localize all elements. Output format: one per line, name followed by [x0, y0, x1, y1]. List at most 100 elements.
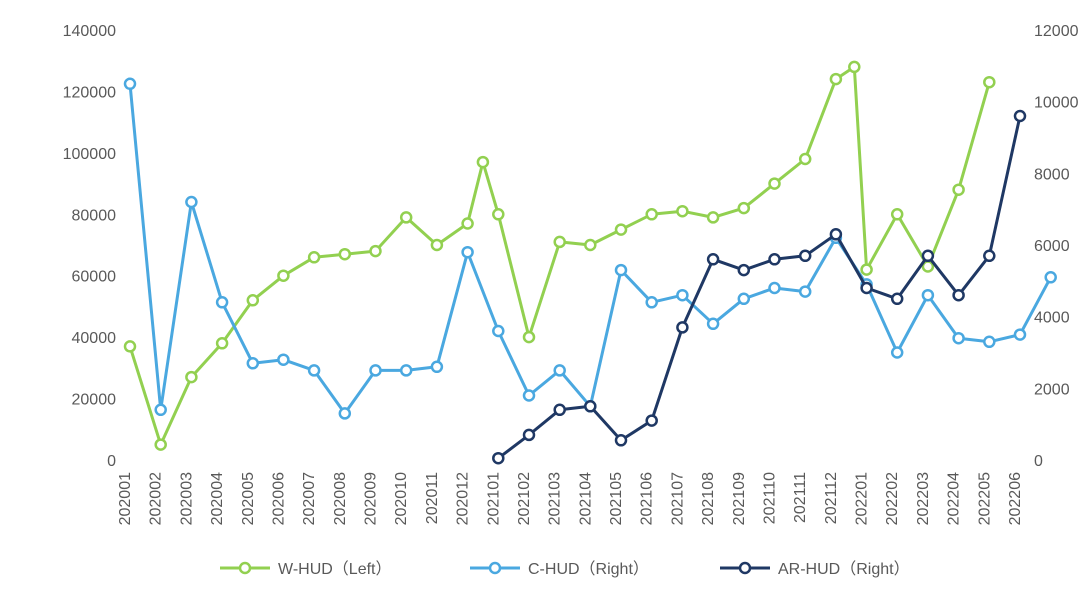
series-marker	[616, 265, 626, 275]
series-marker	[984, 77, 994, 87]
series-marker	[647, 209, 657, 219]
series-marker	[770, 179, 780, 189]
series-marker	[984, 251, 994, 261]
series-marker	[954, 333, 964, 343]
series-marker	[954, 290, 964, 300]
series-marker	[739, 294, 749, 304]
series-marker	[278, 355, 288, 365]
x-axis-category-label: 202001	[117, 472, 134, 525]
x-axis-category-label: 202203	[915, 472, 932, 525]
left-axis-tick-label: 140000	[63, 23, 116, 40]
series-marker	[463, 247, 473, 257]
series-marker	[984, 337, 994, 347]
left-axis-tick-label: 120000	[63, 84, 116, 101]
x-axis-category-label: 202004	[209, 472, 226, 525]
series-marker	[524, 391, 534, 401]
series-marker	[800, 154, 810, 164]
left-axis-tick-label: 60000	[72, 269, 117, 286]
series-marker	[340, 408, 350, 418]
x-axis-category-label: 202112	[823, 472, 840, 524]
legend-marker-sample	[490, 563, 500, 573]
series-marker	[708, 254, 718, 264]
series-marker	[585, 401, 595, 411]
legend-label: W-HUD（Left）	[278, 560, 392, 578]
x-axis-category-label: 202110	[761, 472, 778, 524]
series-marker	[309, 252, 319, 262]
series-marker	[248, 295, 258, 305]
x-axis-category-label: 202109	[731, 472, 748, 525]
series-marker	[156, 440, 166, 450]
series-marker	[831, 229, 841, 239]
chart-svg: 0200004000060000800001000001200001400000…	[0, 0, 1080, 594]
hud-line-chart: 0200004000060000800001000001200001400000…	[0, 0, 1080, 594]
x-axis-category-label: 202101	[485, 472, 502, 525]
series-marker	[923, 290, 933, 300]
x-axis-category-label: 202010	[393, 472, 410, 525]
series-marker	[892, 209, 902, 219]
series-marker	[493, 209, 503, 219]
legend-label: AR-HUD（Right）	[778, 560, 910, 578]
series-marker	[478, 157, 488, 167]
series-marker	[616, 225, 626, 235]
series-marker	[371, 246, 381, 256]
series-marker	[647, 416, 657, 426]
x-axis-category-label: 202206	[1007, 472, 1024, 525]
series-marker	[1046, 272, 1056, 282]
x-axis-category-label: 202002	[148, 472, 165, 525]
series-marker	[278, 271, 288, 281]
series-marker	[770, 283, 780, 293]
series-marker	[849, 62, 859, 72]
right-axis-tick-label: 12000	[1034, 23, 1079, 40]
series-marker	[954, 185, 964, 195]
x-axis-category-label: 202008	[332, 472, 349, 525]
series-marker	[800, 251, 810, 261]
series-marker	[186, 197, 196, 207]
x-axis-category-label: 202011	[424, 472, 441, 524]
x-axis-category-label: 202104	[577, 472, 594, 525]
series-marker	[800, 287, 810, 297]
series-marker	[371, 365, 381, 375]
x-axis-category-label: 202105	[608, 472, 625, 525]
series-marker	[677, 322, 687, 332]
x-axis-category-label: 202108	[700, 472, 717, 525]
series-marker	[739, 203, 749, 213]
series-marker	[616, 435, 626, 445]
right-axis-tick-label: 4000	[1034, 310, 1070, 327]
x-axis-category-label: 202003	[178, 472, 195, 525]
series-marker	[524, 430, 534, 440]
series-marker	[923, 251, 933, 261]
x-axis-category-label: 202202	[884, 472, 901, 525]
x-axis-category-label: 202102	[516, 472, 533, 525]
right-axis-tick-label: 10000	[1034, 95, 1079, 112]
x-axis-category-label: 202006	[270, 472, 287, 525]
x-axis-category-label: 202005	[240, 472, 257, 525]
series-marker	[493, 326, 503, 336]
series-marker	[555, 405, 565, 415]
series-marker	[831, 74, 841, 84]
series-marker	[677, 206, 687, 216]
x-axis-category-label: 202012	[455, 472, 472, 525]
right-axis-tick-label: 6000	[1034, 238, 1070, 255]
x-axis-category-label: 202107	[669, 472, 686, 525]
x-axis-category-label: 202111	[792, 472, 809, 523]
series-marker	[770, 254, 780, 264]
series-marker	[401, 212, 411, 222]
series-marker	[1015, 330, 1025, 340]
series-marker	[708, 319, 718, 329]
series-marker	[309, 365, 319, 375]
legend-label: C-HUD（Right）	[528, 560, 649, 578]
series-marker	[862, 283, 872, 293]
left-axis-tick-label: 100000	[63, 146, 116, 163]
x-axis-category-label: 202204	[946, 472, 963, 525]
series-marker	[647, 297, 657, 307]
series-marker	[677, 290, 687, 300]
series-marker	[340, 249, 350, 259]
right-axis-tick-label: 8000	[1034, 166, 1070, 183]
series-marker	[1015, 111, 1025, 121]
x-axis-category-label: 202205	[976, 472, 993, 525]
series-marker	[432, 240, 442, 250]
series-marker	[125, 79, 135, 89]
series-marker	[739, 265, 749, 275]
series-marker	[432, 362, 442, 372]
series-marker	[125, 341, 135, 351]
